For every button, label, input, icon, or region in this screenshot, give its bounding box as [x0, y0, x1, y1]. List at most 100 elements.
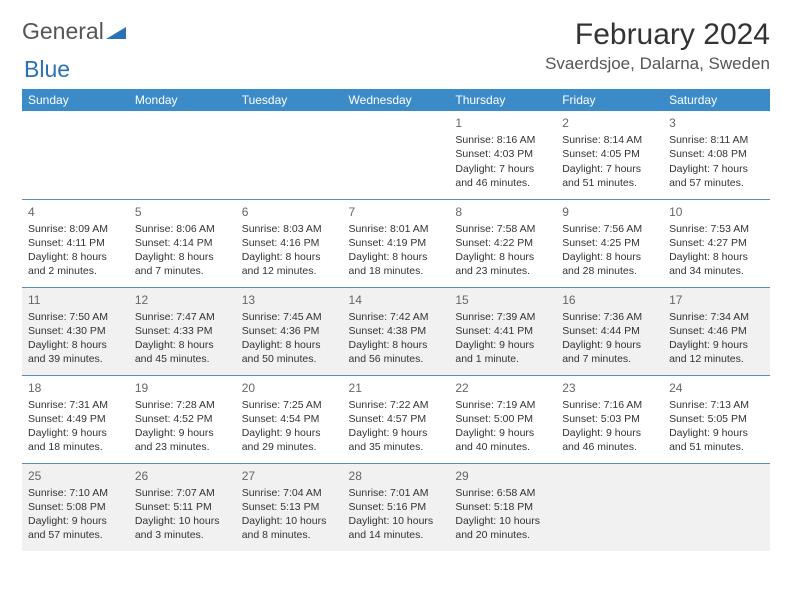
weekday-header: Friday: [556, 89, 663, 111]
sunrise-line: Sunrise: 8:16 AM: [455, 133, 550, 147]
daylight-line: Daylight: 8 hours and 23 minutes.: [455, 250, 550, 278]
calendar-week-row: 1Sunrise: 8:16 AMSunset: 4:03 PMDaylight…: [22, 111, 770, 199]
daylight-line: Daylight: 9 hours and 35 minutes.: [349, 426, 444, 454]
daylight-line: Daylight: 8 hours and 34 minutes.: [669, 250, 764, 278]
sunset-line: Sunset: 4:03 PM: [455, 147, 550, 161]
sunrise-line: Sunrise: 7:19 AM: [455, 398, 550, 412]
daylight-line: Daylight: 8 hours and 56 minutes.: [349, 338, 444, 366]
calendar-day-cell: 4Sunrise: 8:09 AMSunset: 4:11 PMDaylight…: [22, 199, 129, 287]
calendar-empty-cell: [129, 111, 236, 199]
day-number: 24: [669, 380, 764, 396]
calendar-week-row: 4Sunrise: 8:09 AMSunset: 4:11 PMDaylight…: [22, 199, 770, 287]
weekday-header: Sunday: [22, 89, 129, 111]
month-title: February 2024: [545, 18, 770, 52]
day-number: 3: [669, 115, 764, 131]
calendar-day-cell: 3Sunrise: 8:11 AMSunset: 4:08 PMDaylight…: [663, 111, 770, 199]
calendar-day-cell: 27Sunrise: 7:04 AMSunset: 5:13 PMDayligh…: [236, 463, 343, 551]
sunrise-line: Sunrise: 8:06 AM: [135, 222, 230, 236]
sunset-line: Sunset: 4:30 PM: [28, 324, 123, 338]
sunrise-line: Sunrise: 7:16 AM: [562, 398, 657, 412]
calendar-day-cell: 20Sunrise: 7:25 AMSunset: 4:54 PMDayligh…: [236, 375, 343, 463]
sunset-line: Sunset: 5:00 PM: [455, 412, 550, 426]
title-block: February 2024 Svaerdsjoe, Dalarna, Swede…: [545, 18, 770, 74]
calendar-day-cell: 17 Sunrise: 7:34 AMSunset: 4:46 PMDayligh…: [663, 287, 770, 375]
calendar-day-cell: 1Sunrise: 8:16 AMSunset: 4:03 PMDaylight…: [449, 111, 556, 199]
sunrise-line: Sunrise: 7:39 AM: [455, 310, 550, 324]
calendar-day-cell: 6Sunrise: 8:03 AMSunset: 4:16 PMDaylight…: [236, 199, 343, 287]
sunrise-line: Sunrise: 8:09 AM: [28, 222, 123, 236]
sunset-line: Sunset: 5:08 PM: [28, 500, 123, 514]
daylight-line: Daylight: 8 hours and 7 minutes.: [135, 250, 230, 278]
calendar-day-cell: 29Sunrise: 6:58 AMSunset: 5:18 PMDayligh…: [449, 463, 556, 551]
sunrise-line: Sunrise: 8:11 AM: [669, 133, 764, 147]
sunrise-line: Sunrise: 8:01 AM: [349, 222, 444, 236]
day-number: 27: [242, 468, 337, 484]
calendar-body: 1Sunrise: 8:16 AMSunset: 4:03 PMDaylight…: [22, 111, 770, 551]
daylight-line: Daylight: 10 hours and 14 minutes.: [349, 514, 444, 542]
sunset-line: Sunset: 4:08 PM: [669, 147, 764, 161]
sunset-line: Sunset: 4:46 PM: [669, 324, 764, 338]
sunrise-line: Sunrise: 7:25 AM: [242, 398, 337, 412]
calendar-day-cell: 14Sunrise: 7:42 AMSunset: 4:38 PMDayligh…: [343, 287, 450, 375]
day-number: 12: [135, 292, 230, 308]
day-number: 18: [28, 380, 123, 396]
weekday-header: Monday: [129, 89, 236, 111]
calendar-day-cell: 8Sunrise: 7:58 AMSunset: 4:22 PMDaylight…: [449, 199, 556, 287]
day-number: 21: [349, 380, 444, 396]
sunrise-line: Sunrise: 7:45 AM: [242, 310, 337, 324]
calendar-day-cell: 7Sunrise: 8:01 AMSunset: 4:19 PMDaylight…: [343, 199, 450, 287]
calendar-day-cell: 10Sunrise: 7:53 AMSunset: 4:27 PMDayligh…: [663, 199, 770, 287]
calendar-day-cell: 5Sunrise: 8:06 AMSunset: 4:14 PMDaylight…: [129, 199, 236, 287]
sunrise-line: Sunrise: 7:53 AM: [669, 222, 764, 236]
sunrise-line: Sunrise: 7:34 AM: [669, 310, 764, 324]
daylight-line: Daylight: 8 hours and 12 minutes.: [242, 250, 337, 278]
calendar-empty-cell: [22, 111, 129, 199]
day-number: 29: [455, 468, 550, 484]
daylight-line: Daylight: 9 hours and 12 minutes.: [669, 338, 764, 366]
day-number: 23: [562, 380, 657, 396]
day-number: 17: [669, 292, 764, 308]
calendar-day-cell: 15Sunrise: 7:39 AMSunset: 4:41 PMDayligh…: [449, 287, 556, 375]
weekday-header: Tuesday: [236, 89, 343, 111]
day-number: 25: [28, 468, 123, 484]
sunrise-line: Sunrise: 7:36 AM: [562, 310, 657, 324]
calendar-day-cell: 13Sunrise: 7:45 AMSunset: 4:36 PMDayligh…: [236, 287, 343, 375]
day-number: 9: [562, 204, 657, 220]
calendar-day-cell: 19Sunrise: 7:28 AMSunset: 4:52 PMDayligh…: [129, 375, 236, 463]
daylight-line: Daylight: 7 hours and 51 minutes.: [562, 162, 657, 190]
daylight-line: Daylight: 10 hours and 3 minutes.: [135, 514, 230, 542]
calendar-day-cell: 24Sunrise: 7:13 AMSunset: 5:05 PMDayligh…: [663, 375, 770, 463]
logo-word-2: Blue: [24, 56, 70, 83]
day-number: 22: [455, 380, 550, 396]
sunset-line: Sunset: 4:27 PM: [669, 236, 764, 250]
sunset-line: Sunset: 4:14 PM: [135, 236, 230, 250]
sunrise-line: Sunrise: 7:22 AM: [349, 398, 444, 412]
daylight-line: Daylight: 9 hours and 23 minutes.: [135, 426, 230, 454]
sunset-line: Sunset: 5:13 PM: [242, 500, 337, 514]
sunrise-line: Sunrise: 7:31 AM: [28, 398, 123, 412]
calendar-day-cell: 25Sunrise: 7:10 AMSunset: 5:08 PMDayligh…: [22, 463, 129, 551]
calendar-day-cell: 11Sunrise: 7:50 AMSunset: 4:30 PMDayligh…: [22, 287, 129, 375]
sunset-line: Sunset: 4:54 PM: [242, 412, 337, 426]
day-number: 16: [562, 292, 657, 308]
sunrise-line: Sunrise: 7:01 AM: [349, 486, 444, 500]
sunrise-line: Sunrise: 7:42 AM: [349, 310, 444, 324]
daylight-line: Daylight: 9 hours and 40 minutes.: [455, 426, 550, 454]
day-number: 8: [455, 204, 550, 220]
sunset-line: Sunset: 4:33 PM: [135, 324, 230, 338]
daylight-line: Daylight: 9 hours and 7 minutes.: [562, 338, 657, 366]
sunset-line: Sunset: 4:05 PM: [562, 147, 657, 161]
sunrise-line: Sunrise: 8:03 AM: [242, 222, 337, 236]
sunrise-line: Sunrise: 7:10 AM: [28, 486, 123, 500]
day-number: 15: [455, 292, 550, 308]
day-number: 26: [135, 468, 230, 484]
sunset-line: Sunset: 5:03 PM: [562, 412, 657, 426]
logo-triangle-icon: [106, 18, 126, 45]
daylight-line: Daylight: 8 hours and 45 minutes.: [135, 338, 230, 366]
logo: General: [22, 18, 128, 45]
calendar-week-row: 25 Sunrise: 7:10 AMSunset: 5:08 PM Dayligh…: [22, 463, 770, 551]
sunset-line: Sunset: 4:19 PM: [349, 236, 444, 250]
logo-word-1: General: [22, 18, 104, 45]
calendar-week-row: 18Sunrise: 7:31 AMSunset: 4:49 PMDayligh…: [22, 375, 770, 463]
sunset-line: Sunset: 5:18 PM: [455, 500, 550, 514]
